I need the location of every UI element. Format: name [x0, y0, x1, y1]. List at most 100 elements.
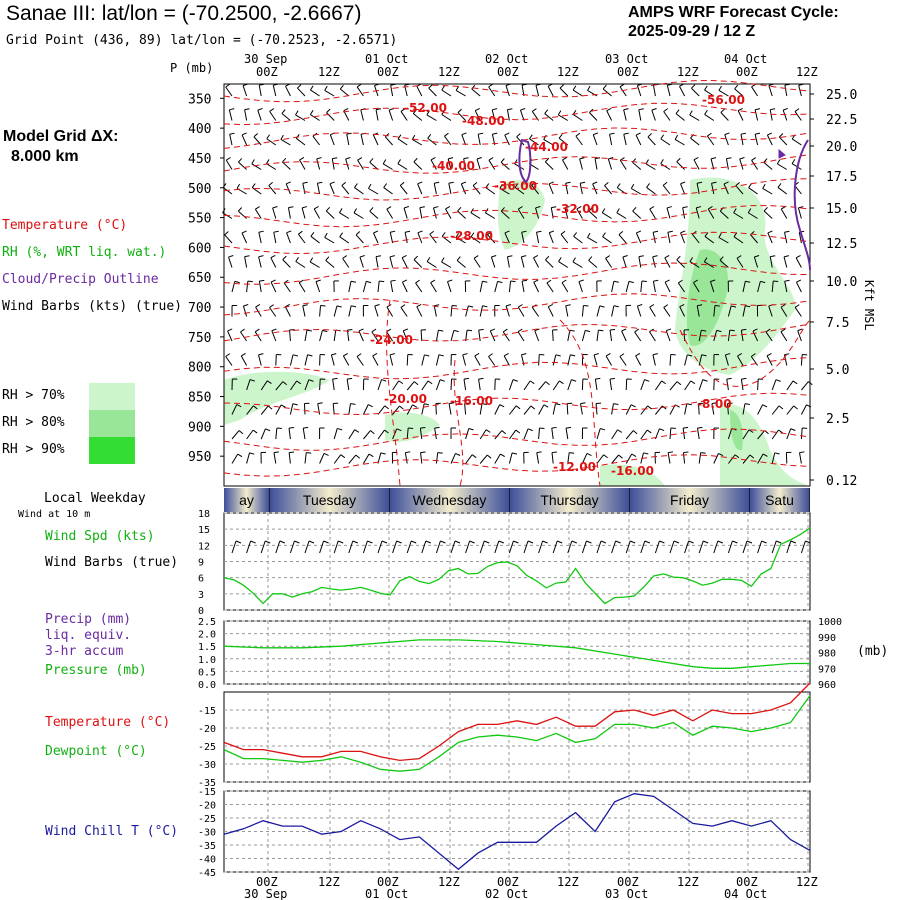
wind-barb-feather	[386, 206, 392, 210]
wind-barb-feather	[744, 403, 750, 406]
wind-barb-feather	[748, 429, 754, 433]
wind-barb-shaft	[561, 282, 569, 293]
wind-barb-shaft	[355, 234, 364, 244]
wind-barb-shaft	[254, 208, 262, 219]
wind-barb-feather	[302, 181, 308, 184]
wind-barb-shaft	[606, 110, 613, 121]
wind-barb-shaft	[728, 454, 736, 464]
temperature-contour-label-2: -56.00	[702, 93, 745, 107]
bottom-hour-tick-2: 00Z	[377, 875, 399, 889]
wind-barb-shaft	[240, 355, 248, 366]
wind-barb-shaft	[319, 330, 323, 342]
wind-barb-shaft	[508, 452, 513, 464]
surface-barb-shaft	[786, 540, 792, 554]
wind-barb-feather	[405, 230, 411, 233]
wind-barb-feather	[605, 353, 611, 357]
wind-barb-feather	[558, 257, 562, 262]
wind-barb-feather	[643, 452, 649, 455]
wind-barb-shaft	[751, 160, 759, 170]
forecast-cycle-date: 2025-09-29 / 12 Z	[628, 23, 756, 40]
wind-barb-feather	[456, 256, 461, 261]
wind-barb-shaft	[281, 113, 291, 121]
temp-panel-ytick-3: -30	[198, 760, 216, 771]
wind-barb-feather	[707, 132, 712, 137]
wind-barb-feather	[426, 110, 430, 116]
wind-barb-feather	[427, 134, 432, 139]
weekday-cell-3: Thursday	[510, 488, 630, 512]
surface-barb-shaft	[319, 540, 325, 554]
wind-barb-shaft	[417, 232, 423, 244]
wind-barb-feather	[502, 328, 508, 333]
wind-barb-shaft	[552, 354, 557, 366]
wind-barb-shaft	[607, 158, 613, 170]
wind-barb-feather	[251, 159, 255, 165]
wind-barb-shaft	[289, 354, 294, 366]
wind-barb-feather	[649, 304, 655, 308]
wind-barb-shaft	[572, 89, 583, 97]
wind-barb-shaft	[632, 161, 642, 170]
wind-barb-feather	[667, 83, 673, 86]
wind-barb-shaft	[751, 86, 759, 97]
wind-barb-feather	[663, 304, 669, 308]
surface-barb-feather	[279, 540, 285, 544]
wind-barb-feather	[354, 183, 358, 188]
wind-barb-feather	[241, 230, 247, 234]
wind-barb-feather	[737, 353, 743, 357]
wind-barb-feather	[516, 133, 521, 138]
wind-barb-shaft	[697, 403, 700, 415]
legend-rh90-swatch	[89, 437, 135, 464]
surface-barb-shaft	[596, 540, 602, 554]
wind-barb-shaft	[225, 159, 233, 170]
wind-barb-shaft	[611, 305, 615, 317]
wind-barb-feather	[663, 108, 669, 112]
wind-barb-shaft	[581, 305, 584, 317]
wind-barb-feather	[253, 133, 259, 138]
wind-barb-shaft	[266, 138, 277, 146]
wind-barb-shaft	[447, 158, 452, 170]
top-date-label-1: 01 Oct	[365, 52, 408, 66]
wind-barb-shaft	[742, 305, 746, 317]
wind-barb-shaft	[358, 330, 364, 342]
wind-barb-shaft	[430, 282, 437, 293]
wind-barb-shaft	[652, 232, 656, 244]
wind-barb-feather	[437, 452, 443, 454]
wind-barb-shaft	[415, 282, 423, 293]
wind-barb-shaft	[374, 305, 379, 317]
wind-barb-shaft	[295, 261, 306, 268]
temperature-contour-label-5: -36.00	[494, 179, 537, 193]
chill-panel-ytick-4: -35	[198, 841, 216, 852]
wind-barb-feather	[543, 404, 549, 408]
wind-barb-feather	[298, 230, 303, 235]
wind-barb-feather	[401, 254, 407, 259]
temperature-contour-12	[223, 428, 811, 451]
surface-barb-shaft	[581, 540, 587, 554]
wind-barb-feather	[396, 428, 402, 432]
wind-barb-shaft	[329, 134, 335, 146]
wind-barb-shaft	[244, 256, 248, 268]
wind-barb-feather	[599, 305, 605, 308]
wind-barb-feather	[475, 107, 480, 112]
wind-barb-shaft	[795, 281, 802, 293]
wind-barb-shaft	[275, 381, 284, 391]
wind-barb-feather	[288, 426, 295, 429]
wind-barb-shaft	[329, 183, 335, 195]
wind-barb-shaft	[649, 331, 656, 342]
wind-barb-shaft	[538, 354, 540, 366]
temperature-contour-6	[223, 231, 811, 255]
wind-barb-shaft	[565, 305, 569, 317]
height-tick-label-8: 5.0	[826, 363, 849, 378]
wind-barb-shaft	[426, 261, 437, 268]
legend-rh70-swatch	[89, 383, 135, 410]
wind-barb-shaft	[505, 305, 510, 317]
wind-barb-feather	[533, 279, 539, 283]
wind-barb-shaft	[356, 356, 364, 366]
wind-barb-feather	[405, 451, 411, 454]
surface-barb-feather	[396, 540, 402, 544]
wind-barb-feather	[603, 454, 608, 459]
wind-barb-shaft	[258, 354, 262, 366]
wind-barb-shaft	[516, 136, 525, 146]
wind-barb-shaft	[679, 306, 686, 317]
wind-barb-feather	[403, 206, 410, 209]
wind-barb-feather	[273, 451, 279, 454]
wind-barb-shaft	[271, 330, 277, 342]
